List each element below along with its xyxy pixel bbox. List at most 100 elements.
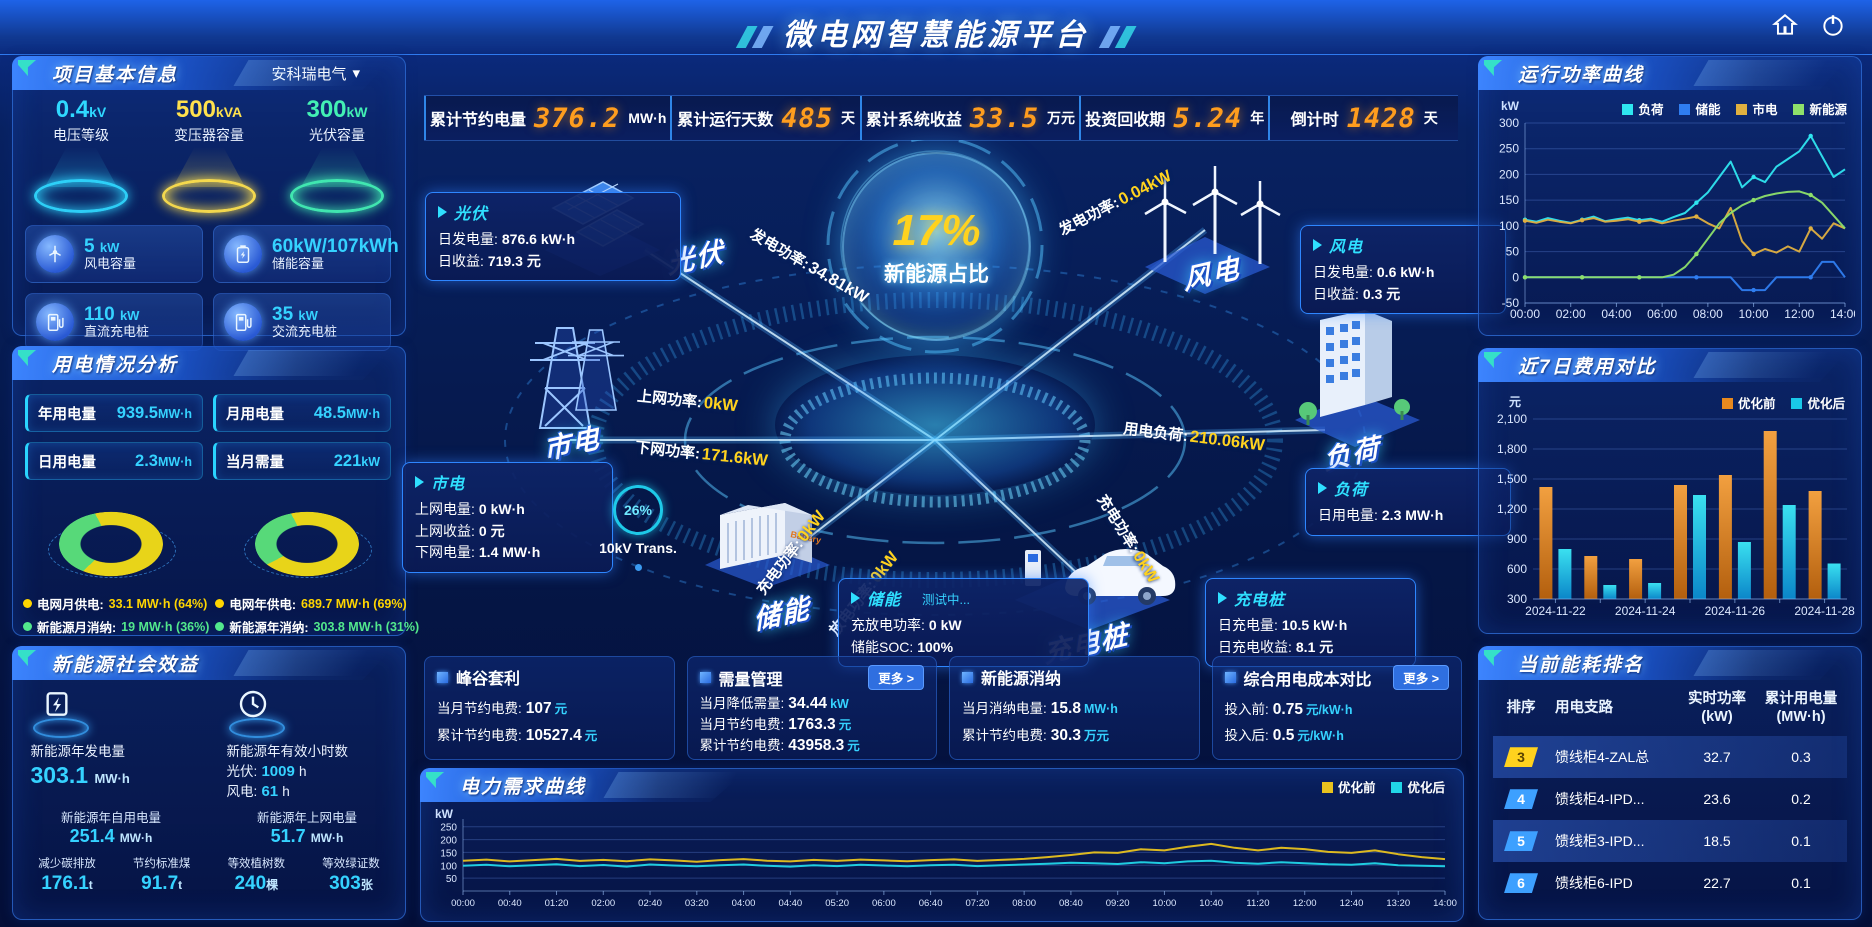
- benefit-card: 需量管理 更多 > 当月降低需量: 34.44 kW 当月节约电费: 1763.3 元累计…: [686, 656, 937, 760]
- more-button[interactable]: 更多 >: [868, 665, 924, 690]
- top-stat: 倒计时 1428 天: [1268, 96, 1458, 140]
- gauge-label: 光伏容量: [309, 127, 365, 143]
- legend-value: 689.7 MW·h (69%): [301, 596, 407, 611]
- wind-turbines-illustration: [1144, 166, 1281, 294]
- company-select[interactable]: 安科瑞电气 ▾: [271, 63, 360, 84]
- card-value: 5 kW: [84, 235, 120, 257]
- top-kpi-bar: 累计节约电量 376.2 MW·h 累计运行天数 485 天累计系统收益 33.5…: [424, 95, 1458, 141]
- chip-value: 2.3MW·h: [135, 451, 192, 470]
- power-curve-unit: kW: [1501, 99, 1519, 113]
- home-icon[interactable]: [1772, 12, 1798, 38]
- legend-item: 储能: [1679, 99, 1720, 118]
- total-energy: 0.3: [1791, 749, 1811, 766]
- ranking-row[interactable]: 4 馈线柜4-IPD... 23.6 0.2: [1493, 778, 1847, 820]
- svg-text:150: 150: [1499, 193, 1519, 207]
- energy-flow-diagram: 光伏风电市电Battery储能充电桩负荷 17% 新能源占比 发电功率:34.8…: [395, 140, 1511, 669]
- chevron-down-icon: ▾: [352, 65, 360, 82]
- benefit-cards-row: 峰谷套利 当月节约电费: 107 元累计节约电费: 10527.4 元 需量管理 更多 …: [424, 656, 1462, 760]
- ranking-row[interactable]: 6 馈线柜6-IPD 22.7 0.1: [1493, 862, 1847, 904]
- legend-item: 新能源年消纳: 303.8 MW·h (31%): [215, 617, 419, 636]
- battery-icon: [224, 235, 262, 273]
- capacity-gauges: 0.4kV 电压等级 500kVA 变压器容量 300kW 光伏容量: [13, 90, 405, 213]
- top-stat-unit: 年: [1250, 110, 1265, 126]
- svg-text:08:40: 08:40: [1059, 898, 1083, 909]
- svg-text:08:00: 08:00: [1012, 898, 1036, 909]
- energy-ranking-table: 排序 用电支路 实时功率 (kW) 累计用电量 (MW·h) 3 馈线柜4-ZAL总 32…: [1479, 680, 1861, 904]
- svg-text:04:40: 04:40: [778, 898, 802, 909]
- legend-item: 优化前: [1721, 393, 1775, 412]
- grid-tower-illustration: [530, 327, 625, 429]
- branch-name: 馈线柜4-ZAL总: [1555, 749, 1650, 766]
- cost-chart-legend: 优化前 优化后: [1721, 393, 1845, 412]
- panel-title: 新能源社会效益: [52, 654, 200, 676]
- more-button[interactable]: 更多 >: [1393, 665, 1449, 690]
- top-stat-value: 5.24: [1173, 102, 1243, 134]
- power-curve-chart: 300 250 200 150 100 50 0 -50 00:00 02:00…: [1483, 115, 1860, 334]
- tooltip-title: 风电: [1313, 233, 1493, 257]
- social-benefit-bottom-item: 等效绿证数 303张: [307, 855, 395, 895]
- svg-text:150: 150: [440, 848, 457, 859]
- ranking-header: 实时功率 (kW): [1688, 691, 1746, 726]
- legend-label: 电网年供电:: [229, 598, 297, 612]
- top-stat-label: 累计系统收益: [865, 112, 962, 129]
- ranking-header: 排序: [1506, 700, 1536, 717]
- tooltip-row: 上网电量: 0 kW·h: [415, 501, 525, 517]
- ranking-header-row: 排序 用电支路 实时功率 (kW) 累计用电量 (MW·h): [1493, 690, 1847, 726]
- power-stat-chip: 月用电量 48.5MW·h: [213, 394, 391, 432]
- svg-text:1,200: 1,200: [1497, 502, 1527, 516]
- ranking-row[interactable]: 5 馈线柜3-IPD... 18.5 0.1: [1493, 820, 1847, 863]
- social-benefit-value: 303.1 MW·h: [30, 762, 130, 788]
- tooltip-row: 上网收益: 0 元: [415, 522, 505, 539]
- panel-header: 当前能耗排名: [1478, 646, 1851, 680]
- realtime-power: 22.7: [1703, 875, 1731, 892]
- power-stat-chip: 当月需量 221kW: [213, 442, 391, 480]
- item-label: 新能源年上网电量: [256, 811, 357, 825]
- social-benefit-line: 风电: 61 h: [226, 782, 290, 800]
- tooltip-row: 日收益: 719.3 元: [438, 252, 541, 269]
- legend-label: 新能源月消纳:: [37, 621, 117, 635]
- legend-item: 优化后: [1391, 777, 1445, 796]
- svg-text:300: 300: [1507, 592, 1527, 606]
- item-value: 251.4 MW·h: [69, 826, 153, 846]
- panel-power-curve: 运行功率曲线 kW 负荷 储能 市电 新能源 300 250 200 150 1…: [1478, 56, 1862, 336]
- ranking-row[interactable]: 3 馈线柜4-ZAL总 32.7 0.3: [1493, 736, 1847, 779]
- storage-node-illustration: Battery: [690, 485, 840, 595]
- svg-text:600: 600: [1507, 562, 1527, 576]
- svg-text:07:20: 07:20: [965, 898, 989, 909]
- social-benefit-item: 新能源年发电量 303.1 MW·h: [17, 688, 206, 801]
- legend-swatch: [1793, 104, 1805, 115]
- top-stat-value: 1428: [1346, 102, 1416, 134]
- svg-text:03:20: 03:20: [685, 898, 709, 909]
- top-stat: 累计运行天数 485 天: [670, 96, 860, 140]
- gauge-value: 300kW: [306, 96, 368, 123]
- ranking-header: 用电支路: [1555, 700, 1613, 717]
- card-label: 储能容量: [272, 256, 325, 272]
- item-value: 240棵: [234, 873, 279, 894]
- top-stat: 累计节约电量 376.2 MW·h: [424, 96, 670, 140]
- social-benefit-bottom-item: 等效植树数 240棵: [212, 855, 300, 895]
- item-value: 176.1t: [41, 873, 93, 894]
- power-curve-legend: 负荷 储能 市电 新能源: [1622, 99, 1847, 118]
- top-stat-value: 33.5: [969, 102, 1039, 134]
- benefit-card-title: 峰谷套利: [456, 671, 521, 688]
- gauge-value: 0.4kV: [55, 96, 107, 123]
- top-stat-unit: 万元: [1046, 110, 1075, 126]
- svg-text:1,500: 1,500: [1497, 472, 1527, 486]
- svg-text:250: 250: [440, 823, 457, 834]
- svg-text:09:20: 09:20: [1106, 898, 1130, 909]
- wind-node-illustration: [1120, 142, 1290, 302]
- power-icon[interactable]: [1820, 12, 1846, 38]
- capacity-card: 110 kW 直流充电桩: [25, 293, 203, 351]
- legend-swatch: [1721, 398, 1733, 409]
- ranking-body: 3 馈线柜4-ZAL总 32.7 0.3 4 馈线柜4-IPD... 23.6 0…: [1493, 736, 1847, 904]
- svg-text:04:00: 04:00: [1601, 307, 1631, 321]
- legend-swatch: [1391, 782, 1403, 793]
- svg-text:1,800: 1,800: [1497, 442, 1527, 456]
- status-badge: 测试中...: [922, 592, 970, 607]
- legend-swatch: [1622, 104, 1634, 115]
- social-benefit-item: 新能源年有效小时数 光伏: 1009 h 风电: 61 h: [213, 688, 402, 801]
- wind-turbine-icon: [36, 235, 74, 273]
- generator-icon: [41, 688, 73, 725]
- arrow-icon: [851, 592, 860, 604]
- donut: [45, 503, 177, 585]
